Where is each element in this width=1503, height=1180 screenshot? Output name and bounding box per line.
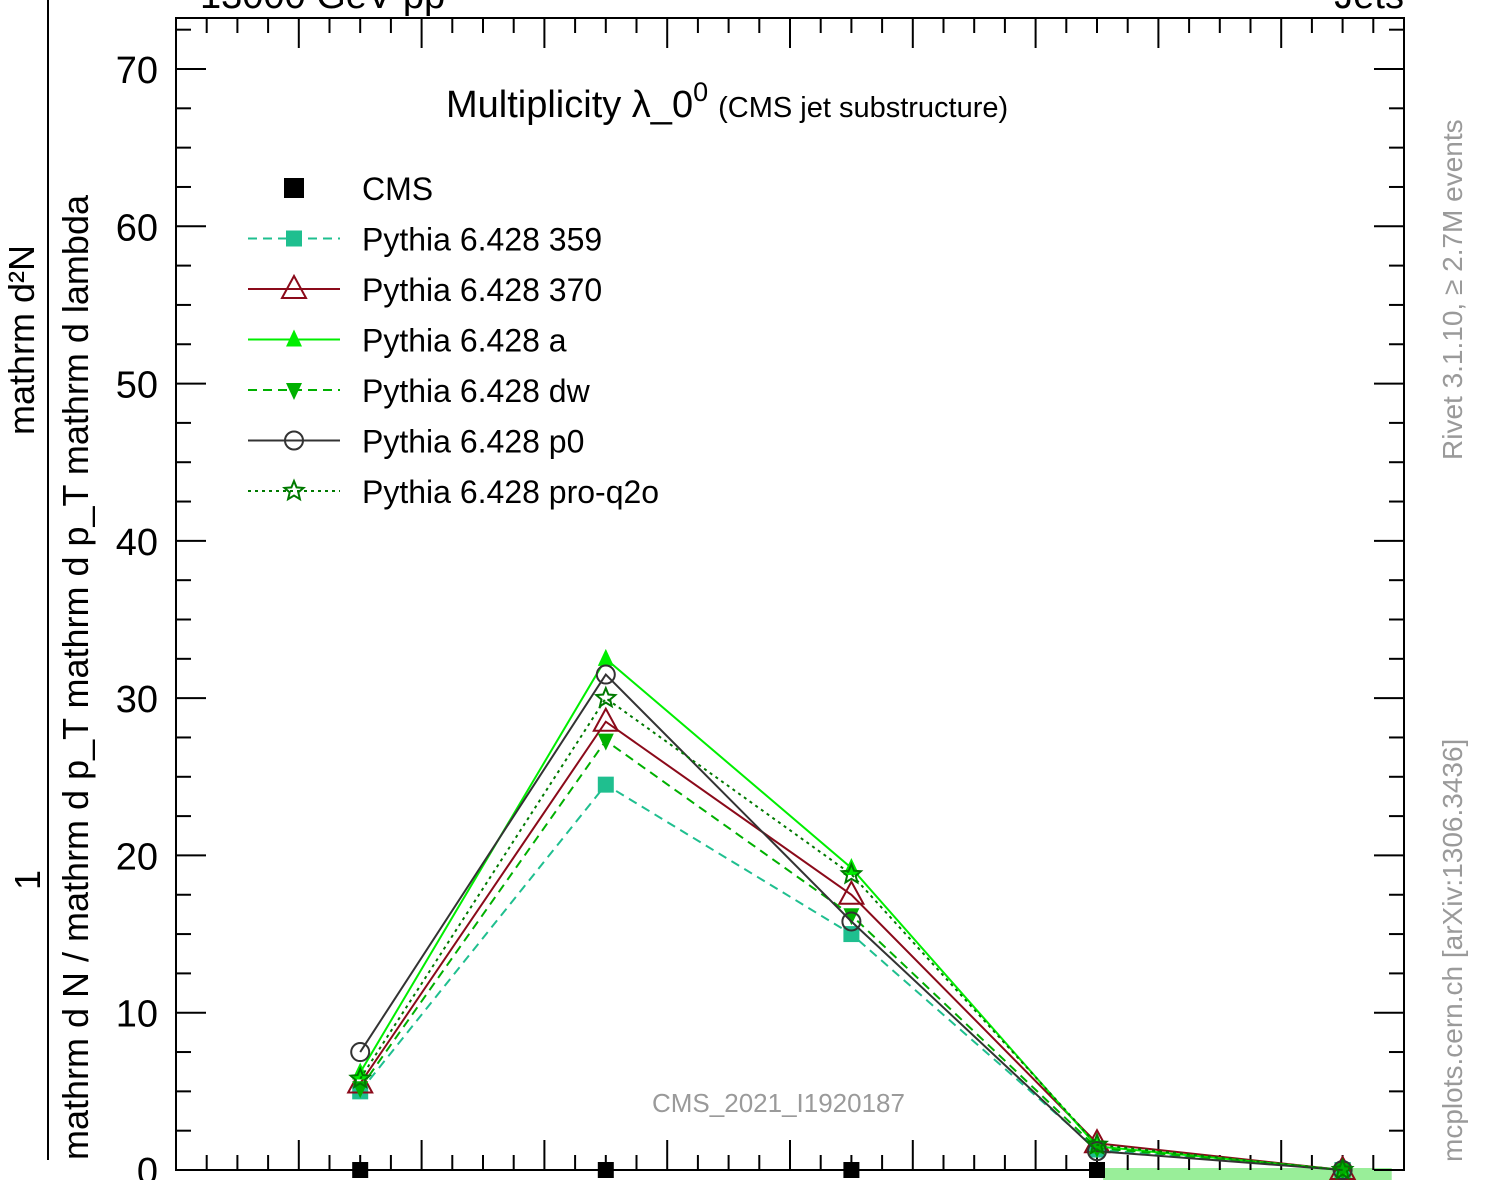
data-point xyxy=(352,1162,369,1178)
y-axis-label-top: mathrm d²N xyxy=(1,245,42,435)
legend: CMS Pythia 6.428 359 Pythia 6.428 370 Pythi… xyxy=(248,171,659,510)
data-point xyxy=(1087,1141,1107,1162)
chart-title-sup: 0 xyxy=(693,77,708,107)
series-layer xyxy=(346,648,1357,1180)
legend-marker xyxy=(286,383,302,400)
legend-label: Pythia 6.428 dw xyxy=(362,373,591,409)
y-label-one: 1 xyxy=(7,870,48,890)
y-tick-label: 60 xyxy=(116,207,158,249)
data-point xyxy=(592,706,620,732)
legend-marker xyxy=(284,178,304,198)
data-point xyxy=(841,911,862,932)
data-point xyxy=(597,648,614,666)
chart-title-main: Multiplicity λ_0 xyxy=(446,84,693,126)
legend-label: Pythia 6.428 359 xyxy=(362,222,602,258)
data-point xyxy=(597,733,614,751)
data-point xyxy=(348,1066,373,1090)
y-label-denominator: mathrm d N / mathrm d p_T mathrm d p_T m… xyxy=(55,194,96,1160)
y-tick-label: 70 xyxy=(116,50,158,92)
legend-marker xyxy=(286,329,302,347)
legend-label: Pythia 6.428 a xyxy=(362,323,567,359)
data-point xyxy=(837,879,866,905)
chart-title: Multiplicity λ_00 (CMS jet substructure) xyxy=(446,77,1008,126)
legend-item: Pythia 6.428 370 xyxy=(248,272,602,308)
band-rect xyxy=(1103,1168,1392,1180)
data-point xyxy=(595,664,616,685)
legend-item: Pythia 6.428 359 xyxy=(248,222,602,258)
data-point xyxy=(350,1042,371,1063)
legend-label: Pythia 6.428 370 xyxy=(362,272,602,308)
y-tick-label: 10 xyxy=(116,994,158,1036)
y-tick-label: 30 xyxy=(116,679,158,721)
legend-label: CMS xyxy=(362,171,433,207)
legend-marker xyxy=(280,273,308,299)
analysis-watermark: CMS_2021_I1920187 xyxy=(652,1088,905,1118)
series-line xyxy=(359,672,1343,1171)
data-point xyxy=(597,776,614,793)
mcplots-url-text: mcplots.cern.ch [arXiv:1306.3436] xyxy=(1437,739,1468,1162)
series-line xyxy=(359,696,1343,1171)
legend-label: Pythia 6.428 pro-q2o xyxy=(362,474,659,510)
y-label-numerator: mathrm d²N xyxy=(1,245,42,435)
y-tick-label: 0 xyxy=(137,1151,158,1180)
series-6 xyxy=(348,685,1355,1180)
legend-marker xyxy=(284,430,304,451)
legend-item: Pythia 6.428 a xyxy=(248,323,567,359)
uncertainty-band xyxy=(1103,1168,1392,1180)
axis-ticks xyxy=(175,18,1405,1171)
series-line xyxy=(359,720,1343,1171)
legend-item: CMS xyxy=(284,171,433,207)
data-point xyxy=(843,1162,860,1178)
y-tick-labels: 0 10 20 30 40 50 60 70 xyxy=(116,50,158,1180)
y-axis-label: 1 mathrm d N / mathrm d p_T mathrm d p_T… xyxy=(7,0,96,1160)
header-process: Jets xyxy=(1334,0,1404,17)
data-point xyxy=(839,861,864,885)
rivet-info: Rivet 3.1.10, ≥ 2.7M events xyxy=(1437,119,1468,460)
y-tick-label: 20 xyxy=(116,836,158,878)
mcplots-info: mcplots.cern.ch [arXiv:1306.3436] xyxy=(1437,739,1468,1162)
legend-label: Pythia 6.428 p0 xyxy=(362,424,584,460)
legend-marker xyxy=(282,478,306,502)
legend-marker xyxy=(286,230,302,247)
data-point xyxy=(1089,1162,1105,1178)
chart-title-sub: (CMS jet substructure) xyxy=(718,92,1008,124)
legend-item: Pythia 6.428 p0 xyxy=(248,424,584,460)
legend-item: Pythia 6.428 dw xyxy=(248,373,591,409)
header-energy: 13000 GeV pp xyxy=(200,0,445,17)
plot-frame xyxy=(175,17,1405,1171)
y-tick-label: 50 xyxy=(116,365,158,407)
data-point xyxy=(597,1162,614,1178)
data-point xyxy=(1330,1157,1355,1180)
data-point xyxy=(1085,1132,1109,1156)
data-point xyxy=(593,685,618,709)
rivet-version-text: Rivet 3.1.10, ≥ 2.7M events xyxy=(1437,119,1468,460)
y-tick-label: 40 xyxy=(116,522,158,564)
legend-item: Pythia 6.428 pro-q2o xyxy=(248,474,659,510)
